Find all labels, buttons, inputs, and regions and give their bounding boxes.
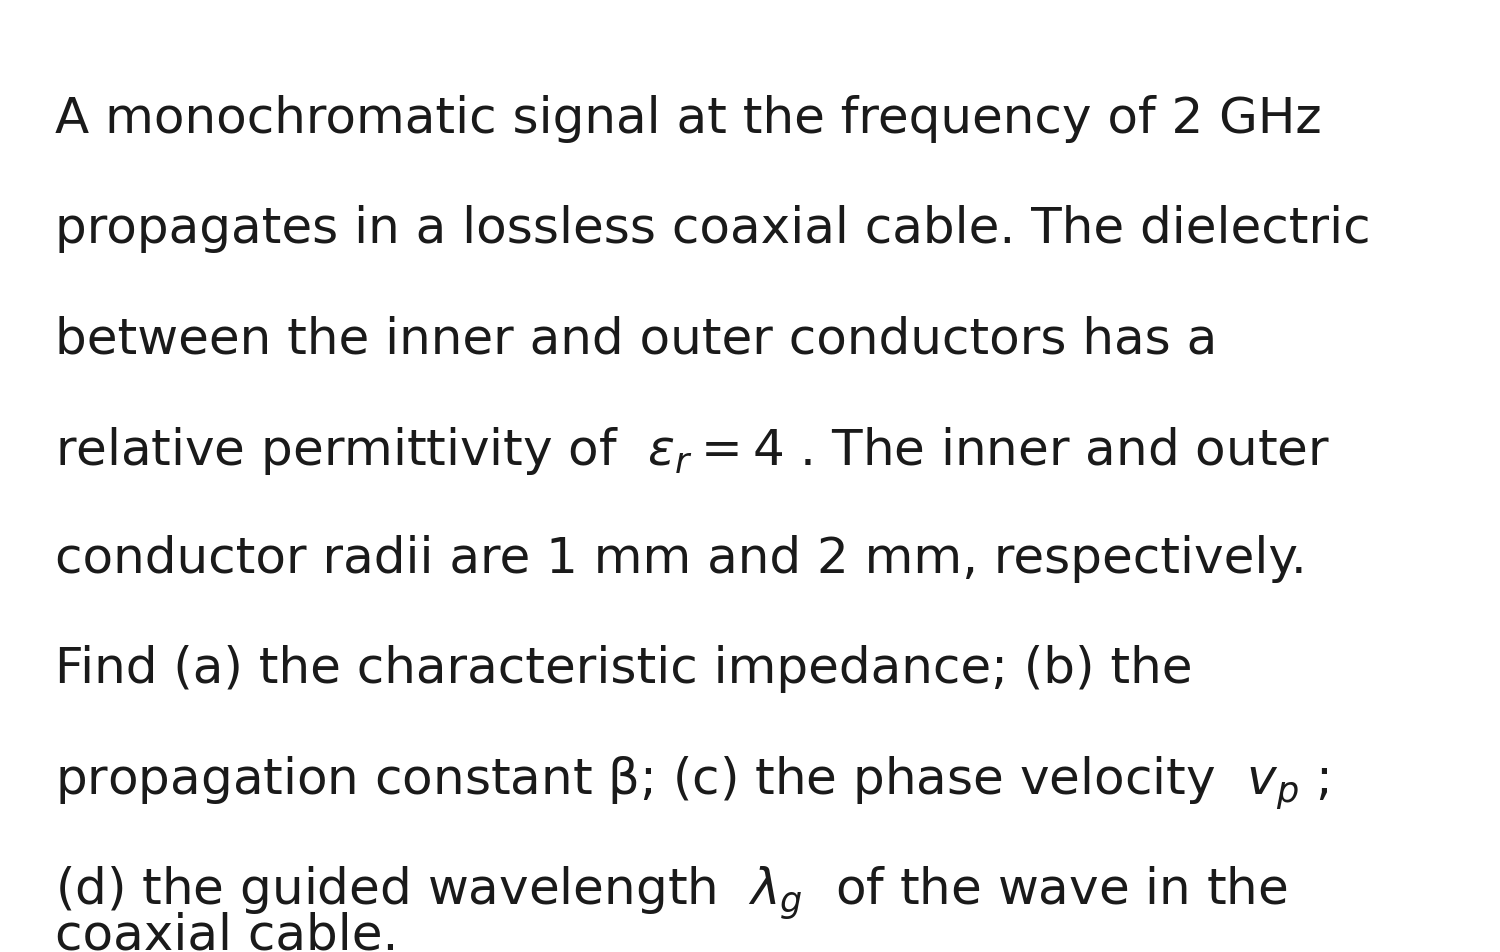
Text: conductor radii are 1 mm and 2 mm, respectively.: conductor radii are 1 mm and 2 mm, respe… xyxy=(56,535,1306,583)
Text: propagation constant β; (c) the phase velocity  $v_p$ ;: propagation constant β; (c) the phase ve… xyxy=(56,755,1329,812)
Text: relative permittivity of  $\epsilon_r = 4$ . The inner and outer: relative permittivity of $\epsilon_r = 4… xyxy=(56,425,1330,477)
Text: propagates in a lossless coaxial cable. The dielectric: propagates in a lossless coaxial cable. … xyxy=(56,205,1371,253)
Text: between the inner and outer conductors has a: between the inner and outer conductors h… xyxy=(56,315,1218,363)
Text: Find (a) the characteristic impedance; (b) the: Find (a) the characteristic impedance; (… xyxy=(56,645,1192,693)
Text: coaxial cable.: coaxial cable. xyxy=(56,912,399,952)
Text: A monochromatic signal at the frequency of 2 GHz: A monochromatic signal at the frequency … xyxy=(56,95,1322,143)
Text: (d) the guided wavelength  $\lambda_g$  of the wave in the: (d) the guided wavelength $\lambda_g$ of… xyxy=(56,865,1287,922)
